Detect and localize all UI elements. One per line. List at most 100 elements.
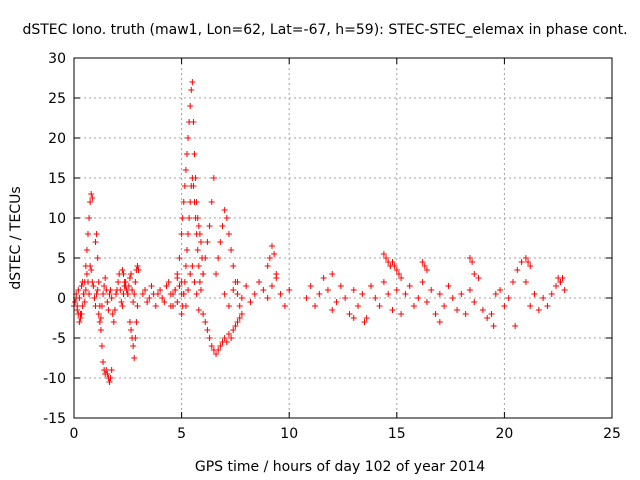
x-tick-label: 20 bbox=[495, 426, 513, 442]
data-point bbox=[462, 311, 469, 317]
data-point bbox=[273, 271, 280, 277]
data-point bbox=[428, 287, 435, 293]
data-point bbox=[548, 291, 555, 297]
data-point bbox=[115, 279, 122, 285]
data-point bbox=[445, 283, 452, 289]
y-tick-label: 0 bbox=[57, 291, 66, 307]
data-point bbox=[112, 291, 119, 297]
data-point bbox=[228, 247, 235, 253]
data-point bbox=[190, 183, 197, 189]
data-point bbox=[124, 291, 131, 297]
data-point bbox=[215, 347, 222, 353]
data-point bbox=[144, 299, 151, 305]
data-point bbox=[402, 291, 409, 297]
data-point bbox=[208, 199, 215, 205]
data-point bbox=[204, 239, 211, 245]
data-point bbox=[191, 279, 198, 285]
data-point bbox=[466, 287, 473, 293]
data-point bbox=[522, 255, 529, 261]
data-point bbox=[337, 283, 344, 289]
data-point bbox=[178, 279, 185, 285]
data-point bbox=[372, 295, 379, 301]
data-point bbox=[501, 303, 508, 309]
data-point bbox=[193, 291, 200, 297]
data-point bbox=[559, 275, 566, 281]
data-point bbox=[411, 303, 418, 309]
data-point bbox=[415, 295, 422, 301]
data-point bbox=[329, 307, 336, 313]
data-point bbox=[264, 263, 271, 269]
data-point bbox=[230, 263, 237, 269]
x-tick-label: 10 bbox=[280, 426, 298, 442]
data-point bbox=[159, 295, 166, 301]
data-point bbox=[95, 311, 102, 317]
data-point bbox=[268, 283, 275, 289]
data-point bbox=[268, 243, 275, 249]
data-point bbox=[109, 311, 116, 317]
data-point bbox=[182, 167, 189, 173]
data-point bbox=[200, 311, 207, 317]
data-point bbox=[458, 291, 465, 297]
axis-ticks bbox=[73, 57, 613, 419]
data-point bbox=[185, 231, 192, 237]
data-point bbox=[100, 359, 107, 365]
data-point bbox=[380, 279, 387, 285]
data-point bbox=[75, 311, 82, 317]
data-point bbox=[492, 291, 499, 297]
data-point bbox=[221, 207, 228, 213]
data-point bbox=[122, 283, 129, 289]
y-tick-label: -5 bbox=[52, 331, 66, 347]
data-point bbox=[488, 311, 495, 317]
data-point bbox=[94, 255, 101, 261]
data-point bbox=[104, 371, 111, 377]
data-point bbox=[130, 343, 137, 349]
data-point bbox=[95, 279, 102, 285]
data-point bbox=[225, 331, 232, 337]
data-point bbox=[271, 251, 278, 257]
data-point bbox=[126, 319, 133, 325]
data-point bbox=[89, 195, 96, 201]
data-point bbox=[172, 287, 179, 293]
data-point bbox=[238, 295, 245, 301]
data-point bbox=[189, 79, 196, 85]
data-point bbox=[219, 223, 226, 229]
data-point bbox=[419, 259, 426, 265]
data-point bbox=[342, 295, 349, 301]
data-point bbox=[196, 279, 203, 285]
data-point bbox=[531, 291, 538, 297]
data-point bbox=[217, 239, 224, 245]
data-point bbox=[251, 291, 258, 297]
data-point bbox=[363, 315, 370, 321]
data-point bbox=[74, 303, 81, 309]
data-point bbox=[96, 319, 103, 325]
data-point bbox=[380, 251, 387, 257]
data-point bbox=[389, 259, 396, 265]
data-point bbox=[181, 183, 188, 189]
data-point bbox=[307, 283, 314, 289]
data-point bbox=[512, 323, 519, 329]
data-point bbox=[186, 215, 193, 221]
data-point bbox=[204, 327, 211, 333]
grid bbox=[74, 58, 612, 418]
data-point bbox=[178, 231, 185, 237]
data-point bbox=[178, 311, 185, 317]
data-point bbox=[72, 299, 79, 305]
data-point bbox=[393, 287, 400, 293]
data-point bbox=[419, 279, 426, 285]
data-point bbox=[133, 319, 140, 325]
data-point bbox=[190, 119, 197, 125]
x-axis-label: GPS time / hours of day 102 of year 2014 bbox=[195, 459, 485, 475]
data-point bbox=[102, 275, 109, 281]
data-point bbox=[260, 287, 267, 293]
data-point bbox=[189, 263, 196, 269]
data-point bbox=[88, 191, 95, 197]
data-point bbox=[119, 267, 126, 273]
data-point bbox=[236, 315, 243, 321]
data-point bbox=[475, 275, 482, 281]
data-point bbox=[479, 307, 486, 313]
data-point bbox=[107, 375, 114, 381]
data-point bbox=[97, 315, 104, 321]
data-point bbox=[106, 379, 113, 385]
data-points bbox=[71, 79, 568, 385]
